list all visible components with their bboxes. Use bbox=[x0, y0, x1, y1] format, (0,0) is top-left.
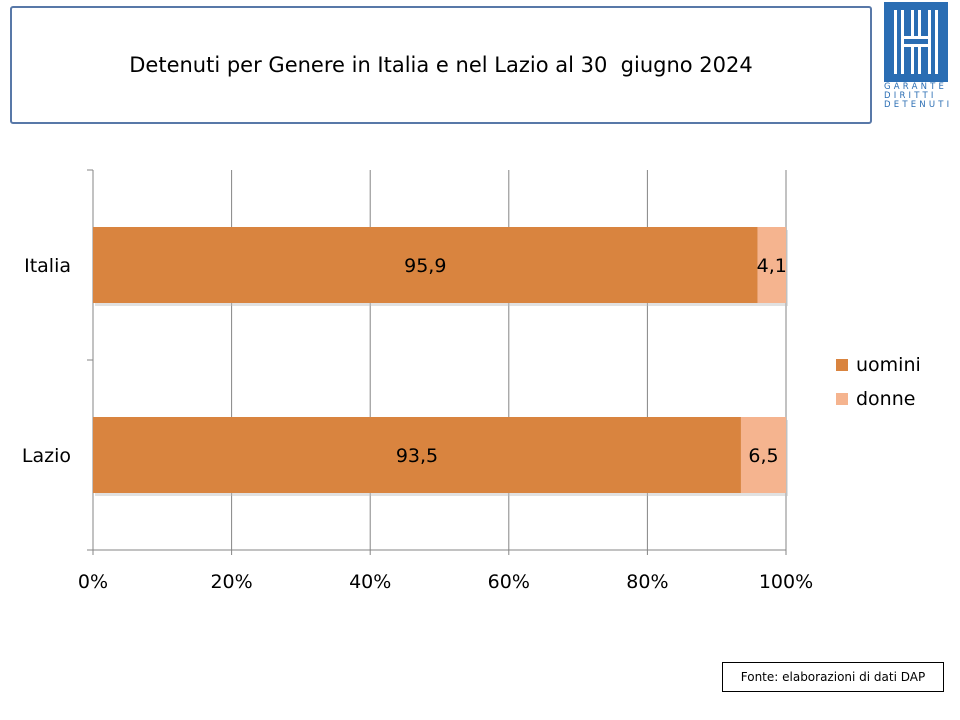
legend-label-uomini: uomini bbox=[856, 354, 921, 376]
legend-label-donne: donne bbox=[856, 388, 916, 410]
data-label-uomini-lazio: 93,5 bbox=[396, 445, 438, 467]
bar-uomini-italia bbox=[93, 227, 758, 303]
category-label-lazio: Lazio bbox=[22, 445, 71, 467]
data-label-donne-italia: 4,1 bbox=[757, 255, 787, 277]
source-note: Fonte: elaborazioni di dati DAP bbox=[722, 662, 944, 692]
legend-swatch-uomini bbox=[836, 359, 848, 371]
logo-text-line-3: DETENUTI bbox=[884, 100, 953, 110]
data-label-uomini-italia: 95,9 bbox=[404, 255, 446, 277]
bar-uomini-lazio bbox=[93, 417, 741, 493]
x-tick-label: 60% bbox=[488, 571, 530, 593]
x-tick-label: 80% bbox=[626, 571, 668, 593]
garante-logo: GARANTE DIRITTI DETENUTI bbox=[880, 2, 958, 110]
x-tick-label: 100% bbox=[759, 571, 813, 593]
chart-title: Detenuti per Genere in Italia e nel Lazi… bbox=[129, 53, 753, 77]
x-tick-label: 0% bbox=[78, 571, 108, 593]
title-box: Detenuti per Genere in Italia e nel Lazi… bbox=[10, 6, 872, 124]
legend-item-donne: donne bbox=[836, 382, 921, 416]
x-tick-label: 20% bbox=[210, 571, 252, 593]
logo-text-line-2: DIRITTI bbox=[884, 91, 937, 101]
logo-emblem-icon bbox=[884, 2, 948, 82]
x-tick-label: 40% bbox=[349, 571, 391, 593]
category-label-italia: Italia bbox=[24, 255, 71, 277]
bar-donne-lazio bbox=[740, 417, 786, 493]
legend: uomini donne bbox=[836, 348, 921, 416]
legend-item-uomini: uomini bbox=[836, 348, 921, 382]
data-label-donne-lazio: 6,5 bbox=[748, 445, 778, 467]
logo-text-line-1: GARANTE bbox=[884, 82, 948, 92]
bar-donne-italia bbox=[757, 227, 786, 303]
legend-swatch-donne bbox=[836, 393, 848, 405]
